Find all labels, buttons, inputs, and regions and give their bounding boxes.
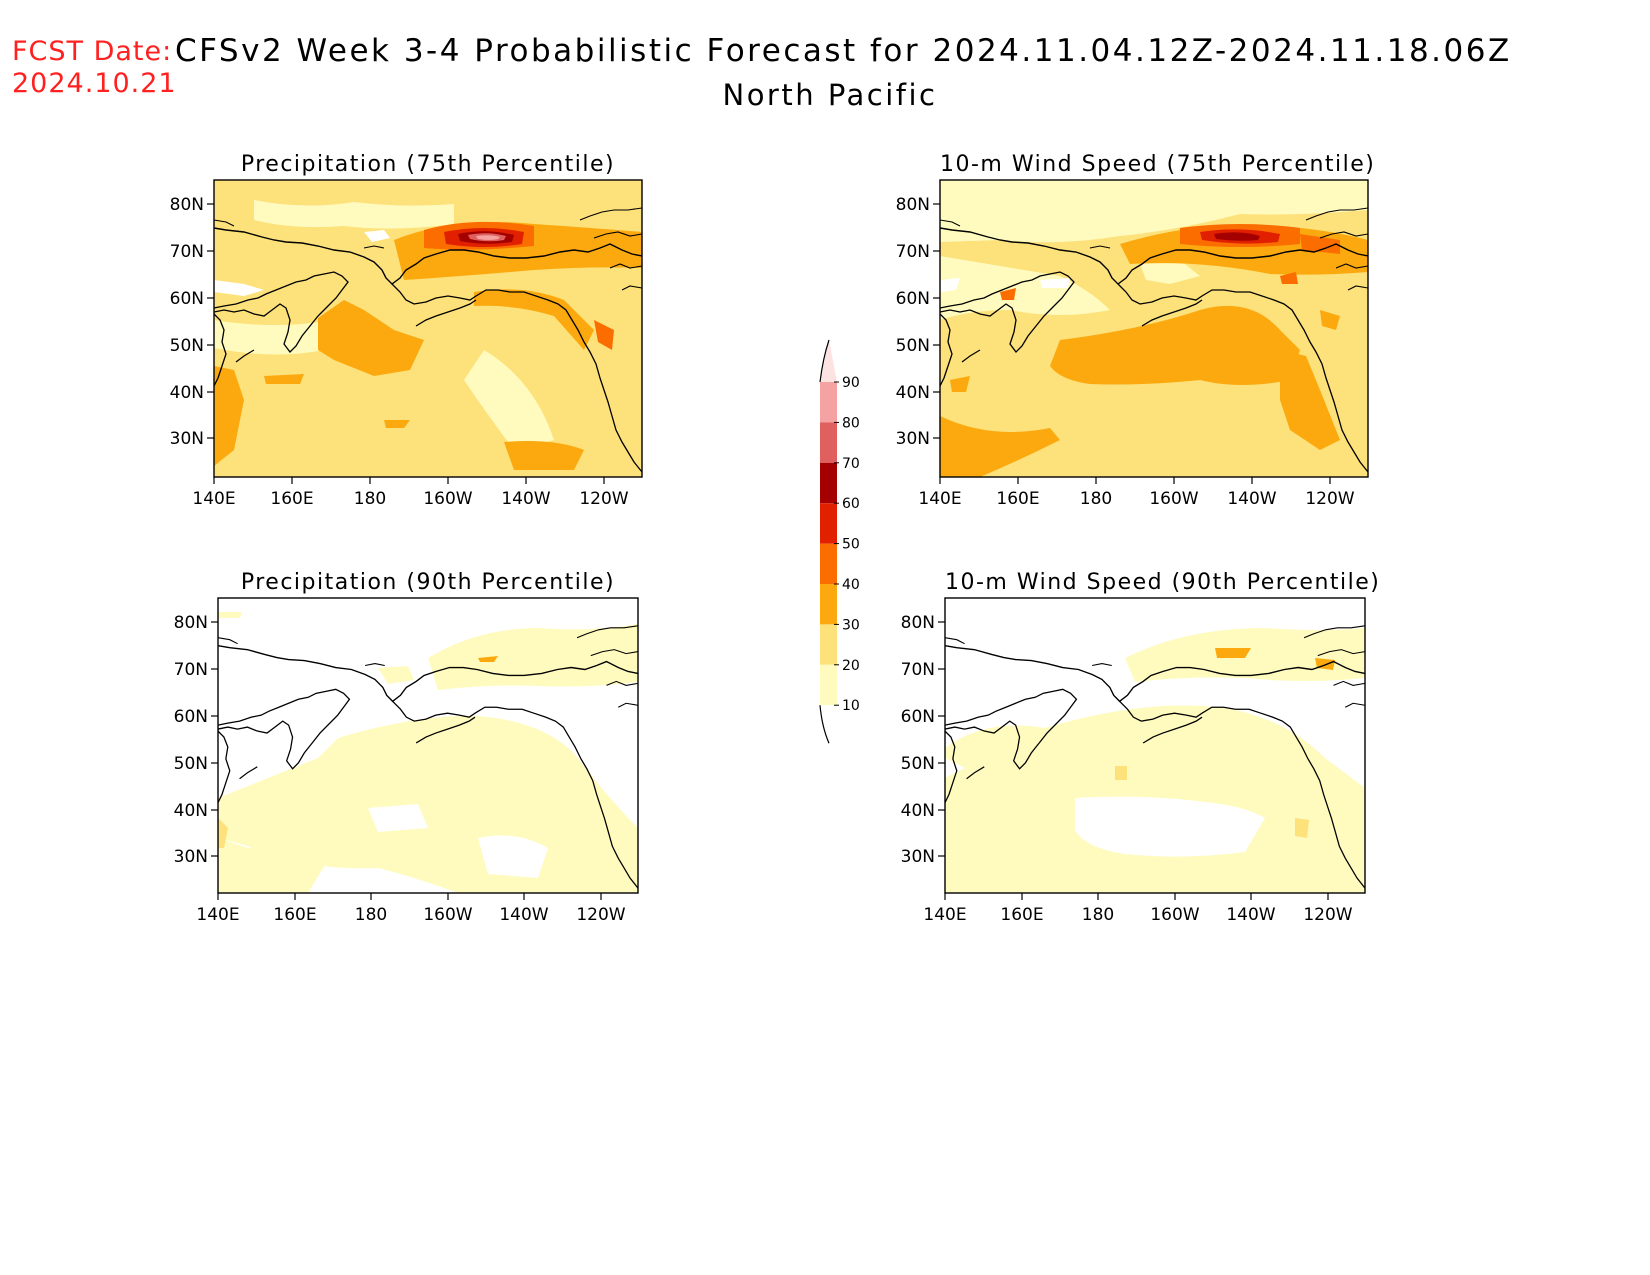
lon-tick-label: 140E [923,905,966,925]
axes-precip-90: 140E 160E 180 160W 140W 120W 80N 70N 60N 50N 40N 30… [174,613,626,925]
colorbar-swatch [820,664,837,706]
lat-tick-label: 60N [174,707,208,727]
colorbar-swatch [820,624,837,665]
lat-tick-label: 30N [170,429,204,449]
map-panel-wind-90 [944,597,1366,894]
lon-tick-label: 140W [1226,905,1275,925]
lat-tick-label: 70N [174,660,208,680]
lon-tick-label: 160W [423,905,472,925]
lon-tick-label: 140E [918,489,961,509]
lat-tick-label: 70N [170,242,204,262]
colorbar-level-label: 20 [842,658,860,674]
colorbar-level-label: 10 [842,698,860,714]
lat-tick-label: 50N [174,754,208,774]
lat-tick-label: 30N [896,429,930,449]
lon-tick-label: 160E [270,489,313,509]
lon-tick-label: 120W [1303,905,1352,925]
panel-title-precip-90: Precipitation (90th Percentile) [240,570,616,595]
lon-tick-label: 160W [423,489,472,509]
colorbar-cap-top [820,340,837,382]
lon-tick-label: 120W [576,905,625,925]
lon-tick-label: 140W [501,489,550,509]
colorbar-swatch [820,382,837,423]
colorbar-swatch [820,543,837,584]
lon-tick-label: 120W [1305,489,1354,509]
lat-tick-label: 80N [901,613,935,633]
colorbar-cap-bottom [820,705,837,744]
lat-tick-label: 60N [896,289,930,309]
lat-tick-label: 40N [174,801,208,821]
colorbar-swatch [820,462,837,504]
lat-tick-label: 60N [170,289,204,309]
main-title: CFSv2 Week 3-4 Probabilistic Forecast fo… [175,33,1512,69]
panel-title-wind-90: 10-m Wind Speed (90th Percentile) [945,570,1381,595]
lat-tick-label: 30N [174,847,208,867]
lat-tick-label: 50N [901,754,935,774]
colorbar-level-label: 40 [842,577,860,593]
lat-tick-label: 40N [896,383,930,403]
colorbar-level-label: 90 [842,375,860,391]
lon-tick-label: 180 [354,489,386,509]
lon-tick-label: 160W [1149,489,1198,509]
colorbar-level-label: 70 [842,456,860,472]
panel-title-wind-75: 10-m Wind Speed (75th Percentile) [940,152,1376,177]
lon-tick-label: 160E [1000,905,1043,925]
colorbar-level-label: 50 [842,537,860,553]
colorbar-swatch [820,584,837,625]
lon-tick-label: 160W [1150,905,1199,925]
forecast-date-label: FCST Date: [12,36,173,67]
axes-wind-90: 140E 160E 180 160W 140W 120W 80N 70N 60N 50N 40N 30… [901,613,1353,925]
lon-tick-label: 180 [1080,489,1112,509]
lat-tick-label: 50N [896,336,930,356]
colorbar-swatch [820,422,837,463]
map-panel-wind-75 [939,179,1369,478]
lon-tick-label: 140E [192,489,235,509]
lat-tick-label: 70N [901,660,935,680]
lon-tick-label: 140W [1227,489,1276,509]
map-panel-precip-75 [213,179,643,478]
lat-tick-label: 40N [901,801,935,821]
lon-tick-label: 120W [579,489,628,509]
forecast-date-value: 2024.10.21 [12,68,177,99]
lat-tick-label: 70N [896,242,930,262]
lat-tick-label: 40N [170,383,204,403]
lon-tick-label: 180 [355,905,387,925]
lon-tick-label: 140W [499,905,548,925]
lat-tick-label: 60N [901,707,935,727]
map-panel-precip-90 [217,597,639,894]
colorbar-swatch [820,503,837,544]
lat-tick-label: 80N [896,195,930,215]
lon-tick-label: 160E [996,489,1039,509]
colorbar-level-label: 80 [842,415,860,431]
lat-tick-label: 50N [170,336,204,356]
colorbar-legend: 90 80 70 60 50 40 30 20 10 [819,339,860,744]
region-title: North Pacific [722,78,938,112]
lon-tick-label: 180 [1082,905,1114,925]
lon-tick-label: 160E [273,905,316,925]
lat-tick-label: 30N [901,847,935,867]
lat-tick-label: 80N [170,195,204,215]
lon-tick-label: 140E [196,905,239,925]
panel-title-precip-75: Precipitation (75th Percentile) [240,152,616,177]
lat-tick-label: 80N [174,613,208,633]
colorbar-level-label: 30 [842,617,860,633]
axes-wind-75: 140E 160E 180 160W 140W 120W 80N 70N 60N 50N 40N 30… [896,195,1355,509]
axes-precip-75: 140E 160E 180 160W 140W 120W 80N 70N 60N 50N 40N 30… [170,195,629,509]
colorbar-level-label: 60 [842,496,860,512]
